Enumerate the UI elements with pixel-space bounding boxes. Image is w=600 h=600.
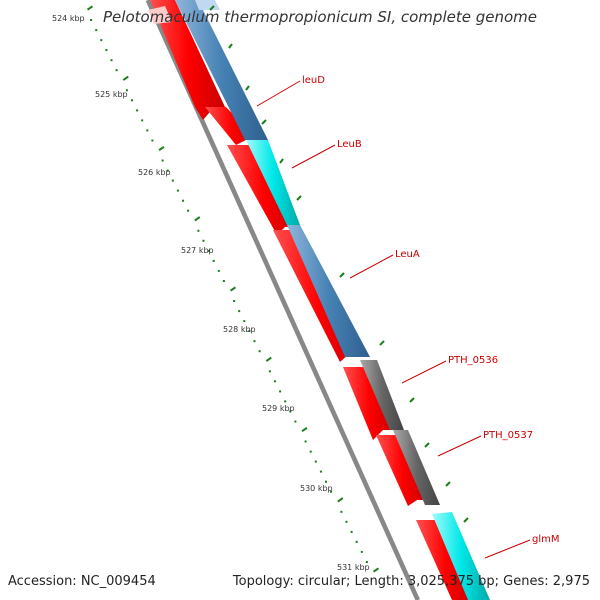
ruler-major-tick	[122, 75, 129, 81]
ruler-minor-tick	[136, 109, 139, 112]
ruler-label: 531 kbp	[337, 563, 370, 572]
ruler-minor-tick	[233, 300, 236, 302]
ruler-minor-tick	[141, 119, 144, 122]
ruler-major-tick	[194, 216, 201, 222]
cds-feature-faded	[148, 6, 172, 24]
ruler-major-tick	[158, 145, 165, 152]
ruler-minor-tick	[187, 209, 190, 212]
ruler-minor-tick	[360, 550, 363, 553]
ruler-major-tick	[265, 356, 272, 362]
ruler-minor-tick	[212, 259, 215, 262]
cds-feature	[343, 367, 395, 440]
gene-label: leuD	[302, 75, 325, 86]
gene-label: LeuB	[337, 139, 362, 150]
ruler-minor-tick	[238, 310, 241, 313]
ruler-minor-tick	[258, 350, 261, 353]
cds-feature	[150, 0, 225, 120]
ruler-minor-tick	[202, 239, 205, 242]
ruler-major-tick	[301, 426, 308, 433]
forward-strand-track	[175, 0, 490, 600]
ruler-minor-tick	[90, 19, 93, 21]
ruler-minor-tick	[222, 280, 225, 282]
ruler-minor-tick	[279, 390, 282, 393]
ruler-minor-tick	[110, 59, 113, 62]
ruler-label: 524 kbp	[52, 14, 85, 23]
ruler-label: 527 kbp	[181, 246, 214, 255]
ruler-minor-tick	[131, 99, 133, 102]
ruler-minor-tick	[314, 460, 317, 463]
ruler-minor-tick	[365, 561, 368, 563]
ruler-major-tick	[229, 286, 237, 292]
ruler-minor-tick	[100, 39, 103, 42]
ruler-minor-tick	[105, 49, 108, 52]
ruler-major-tick	[372, 567, 380, 573]
ruler-labels: 524 kbp 525 kbp 526 kbp 527 kbp 528 kbp …	[52, 14, 370, 572]
ruler-label: 525 kbp	[95, 90, 128, 99]
inner-ruler	[86, 5, 380, 573]
gene-label: glmM	[532, 534, 560, 545]
ruler-minor-tick	[304, 440, 307, 443]
ruler-minor-tick	[274, 380, 276, 383]
map-title: Pelotomaculum thermopropionicum SI, comp…	[103, 8, 537, 26]
ruler-minor-tick	[325, 480, 327, 483]
ruler-minor-tick	[284, 400, 287, 403]
ruler-minor-tick	[207, 249, 210, 252]
ruler-minor-tick	[243, 320, 246, 323]
gene-label: PTH_0536	[448, 355, 498, 366]
ruler-minor-tick	[166, 169, 169, 172]
ruler-minor-tick	[345, 520, 348, 523]
ruler-minor-tick	[294, 420, 297, 423]
ruler-minor-tick	[197, 229, 200, 232]
cog-feature-grey	[393, 430, 440, 505]
ruler-major-tick	[337, 497, 344, 503]
ruler-minor-tick	[355, 540, 358, 543]
ruler-label: 530 kbp	[300, 484, 333, 493]
ruler-label: 528 kbp	[223, 325, 256, 334]
ruler-minor-tick	[350, 530, 353, 533]
ruler-minor-tick	[330, 490, 333, 493]
ruler-minor-tick	[319, 470, 322, 473]
ruler-minor-tick	[340, 510, 343, 513]
ruler-major-tick	[86, 5, 94, 11]
cog-feature-blue	[287, 225, 370, 357]
ruler-minor-tick	[182, 199, 184, 202]
gene-label: LeuA	[395, 249, 420, 260]
ruler-minor-tick	[146, 129, 149, 132]
ruler-minor-tick	[161, 159, 164, 162]
cog-feature-cyan	[246, 140, 300, 225]
ruler-minor-tick	[125, 89, 128, 92]
ruler-label: 529 kbp	[262, 404, 295, 413]
ruler-minor-tick	[176, 189, 179, 192]
ruler-minor-tick	[268, 370, 271, 373]
cog-feature-blue	[175, 0, 268, 140]
gene-leader-lines	[256, 80, 531, 559]
cds-feature	[376, 435, 428, 506]
ruler-minor-tick	[217, 269, 220, 272]
accession-label: Accession: NC_009454	[8, 574, 156, 589]
gene-label: PTH_0537	[483, 430, 533, 441]
ruler-minor-tick	[95, 29, 98, 32]
ruler-minor-tick	[253, 340, 256, 343]
ruler-minor-tick	[289, 410, 292, 413]
ruler-minor-tick	[115, 69, 118, 72]
cog-feature-cyan	[432, 512, 490, 600]
outer-tick-marks	[209, 5, 469, 523]
ruler-minor-tick	[309, 450, 312, 453]
ruler-label: 526 kbp	[138, 168, 171, 177]
gene-labels: leuD LeuB LeuA PTH_0536 PTH_0537 glmM	[302, 75, 560, 545]
ruler-minor-tick	[248, 330, 251, 333]
genome-summary: Topology: circular; Length: 3,025,375 bp…	[232, 574, 590, 589]
ruler-minor-tick	[151, 139, 154, 142]
reverse-strand-track	[148, 0, 475, 600]
cog-feature-grey	[360, 360, 404, 430]
ruler-minor-tick	[171, 179, 174, 182]
